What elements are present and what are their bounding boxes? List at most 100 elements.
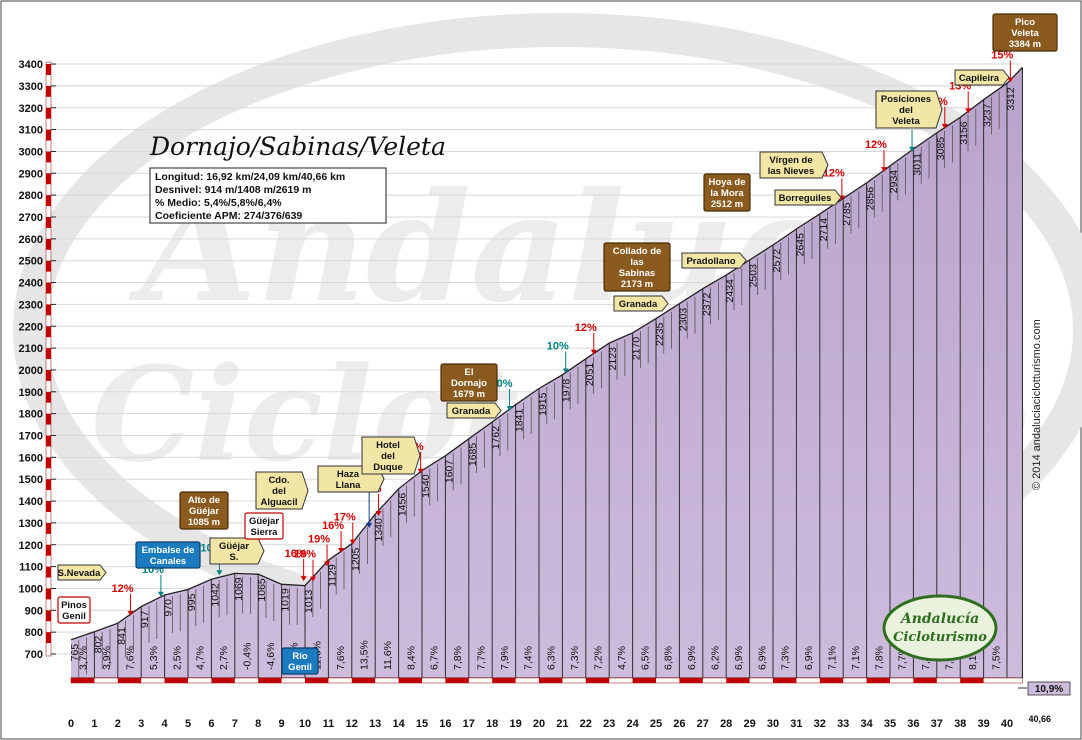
- place-text: Hotel del Duque: [373, 440, 403, 473]
- x-axis-stripe: [960, 678, 984, 683]
- ramp-arrow-head: [506, 406, 513, 412]
- grade-label: -4,6%: [265, 643, 277, 670]
- x-tick-label: 14: [392, 718, 405, 730]
- altitude-label: 1013: [303, 589, 315, 613]
- place-label: Río Genil: [281, 647, 319, 675]
- y-tick-label: 3400: [19, 59, 43, 71]
- x-axis-stripe: [398, 678, 422, 683]
- place-box: [440, 363, 498, 402]
- y-tick-label: 1600: [19, 452, 43, 464]
- y-tick-label: 1000: [19, 583, 43, 595]
- y-axis: 700 800 900 1000 1100 1200 1300 1400 1500 1600 170…: [19, 59, 56, 661]
- altitude-label: 2123: [607, 347, 619, 371]
- x-tick-label: 22: [580, 718, 592, 730]
- ramp-arrow-head: [300, 576, 307, 582]
- y-axis-stripe: [46, 217, 51, 228]
- y-tick-label: 3100: [19, 125, 43, 137]
- altitude-label: 1069: [233, 577, 245, 601]
- x-axis-stripe: [351, 678, 376, 683]
- place-label: Alto de Güéjar 1085 m: [179, 491, 229, 530]
- altitude-label: 2434: [724, 279, 736, 303]
- place-text: Collado de las Sabinas 2173 m: [613, 246, 662, 290]
- y-tick-label: 1700: [19, 431, 43, 443]
- grade-label: 7,8%: [452, 646, 464, 670]
- grade-label: 7,1%: [827, 646, 839, 670]
- grade-label: 7,2%: [593, 646, 605, 670]
- x-tick-label: 4: [162, 718, 169, 730]
- y-axis-stripe: [46, 610, 51, 622]
- grade-label: 7,6%: [335, 646, 347, 670]
- grade-label: 6,5%: [639, 646, 651, 670]
- altitude-label: 1685: [467, 443, 479, 467]
- x-tick-label: 37: [931, 718, 943, 730]
- altitude-label: 2645: [794, 233, 806, 257]
- x-tick-label: 18: [486, 718, 498, 730]
- x-axis-stripe: [539, 678, 563, 683]
- x-axis-stripe: [492, 678, 516, 683]
- copyright-text: © 2014 andaluciaciclotturismo.com: [1031, 319, 1043, 490]
- altitude-label: 2934: [888, 170, 900, 194]
- altitude-label: 2714: [818, 218, 830, 242]
- x-tick-label: 26: [673, 718, 685, 730]
- place-text: Hoya de la Mora 2512 m: [709, 177, 746, 210]
- altitude-label: 1129: [326, 564, 338, 587]
- ramp-arrow-head: [1007, 77, 1014, 83]
- grade-label: 4,7%: [616, 646, 628, 670]
- x-tick-label: 32: [814, 718, 826, 730]
- altitude-label: 1065: [256, 578, 268, 602]
- x-axis-stripe: [164, 678, 188, 683]
- altitude-label: 1019: [280, 588, 292, 612]
- y-axis-stripe: [46, 173, 51, 185]
- place-label: Pinos Genil: [57, 596, 91, 624]
- y-tick-label: 800: [25, 627, 43, 639]
- ramp-arrow-head: [965, 108, 972, 114]
- y-axis-stripe: [46, 413, 51, 425]
- altitude-label: 765: [69, 644, 81, 662]
- y-tick-label: 1500: [19, 474, 43, 486]
- place-box: [603, 242, 671, 292]
- grade-label: 6,9%: [803, 646, 815, 670]
- x-tick-label: 7: [232, 718, 238, 730]
- y-tick-label: 2400: [19, 278, 43, 290]
- profile-fill: [71, 67, 1023, 678]
- grade-label: 4,7%: [195, 646, 207, 670]
- place-label: Granada: [446, 402, 502, 419]
- place-label: Hotel del Duque: [361, 436, 421, 475]
- place-box: [774, 189, 842, 206]
- grade-label: 7,4%: [522, 646, 534, 670]
- altitude-label: 802: [92, 636, 104, 654]
- grade-label: 10,9%: [1035, 684, 1063, 695]
- y-tick-label: 2900: [19, 168, 43, 180]
- altitude-label: 2572: [771, 249, 783, 273]
- ramp-arrow-head: [562, 368, 569, 374]
- place-label: Vírgen de las Nieves: [759, 151, 829, 179]
- x-tick-label: 28: [720, 718, 732, 730]
- ramp-arrow-head: [417, 468, 424, 474]
- ramp-arrow-head: [216, 570, 223, 576]
- x-axis-stripe: [632, 678, 656, 683]
- y-axis-stripe: [46, 304, 51, 316]
- x-tick-label: 13: [369, 718, 381, 730]
- y-tick-label: 1300: [19, 518, 43, 530]
- ramp-label: 16%: [322, 520, 344, 532]
- altitude-label: 2856: [865, 187, 877, 211]
- altitude-label: 1915: [537, 392, 549, 416]
- x-tick-label: 40: [1001, 718, 1013, 730]
- y-axis-stripe: [46, 85, 51, 97]
- y-axis-stripe: [46, 391, 51, 403]
- x-axis-stripe: [71, 678, 95, 683]
- place-box: [613, 295, 669, 312]
- x-tick-label: 9: [279, 718, 285, 730]
- logo: Andalucía Cicloturismo: [882, 594, 998, 662]
- x-tick-label: 34: [860, 718, 873, 730]
- x-tick-label: 31: [790, 718, 802, 730]
- place-label: Borreguiles: [774, 189, 842, 206]
- x-tick-label: 36: [907, 718, 919, 730]
- place-text: Cdo. del Alguacil: [261, 475, 298, 508]
- x-tick-label: 30: [767, 718, 779, 730]
- place-label: Posiciones del Veleta: [875, 90, 943, 129]
- x-tick-label: 29: [743, 718, 755, 730]
- altitude-label: 1042: [209, 583, 221, 607]
- ramp-arrow-head: [127, 610, 134, 616]
- altitude-label: 917: [139, 610, 151, 628]
